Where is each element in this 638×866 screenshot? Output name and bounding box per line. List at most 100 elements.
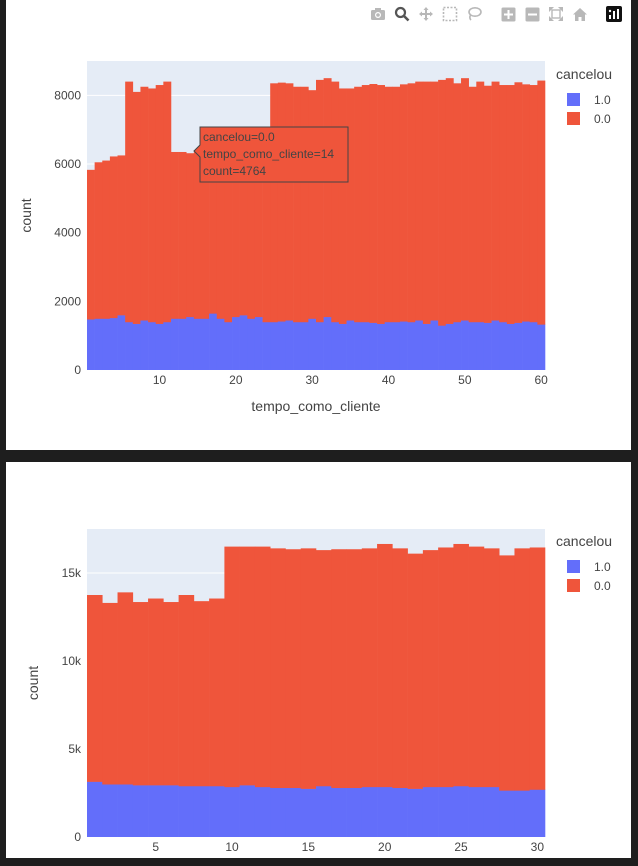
bar-cancelou-0[interactable] [102,161,110,319]
bar-cancelou-0[interactable] [110,156,118,318]
bar-cancelou-0[interactable] [347,549,363,788]
bar-cancelou-0[interactable] [499,85,507,322]
bar-cancelou-1[interactable] [240,785,256,837]
bar-cancelou-0[interactable] [362,85,370,322]
bar-cancelou-0[interactable] [385,87,393,322]
bar-cancelou-1[interactable] [537,324,545,370]
bar-cancelou-0[interactable] [285,549,301,788]
bar-cancelou-1[interactable] [209,786,225,837]
bar-cancelou-1[interactable] [362,322,370,370]
bar-cancelou-1[interactable] [331,788,347,837]
bar-cancelou-1[interactable] [507,324,515,370]
bar-cancelou-1[interactable] [232,317,240,370]
bar-cancelou-1[interactable] [110,318,118,370]
bar-cancelou-0[interactable] [377,544,393,787]
bar-cancelou-1[interactable] [278,321,286,370]
bar-cancelou-0[interactable] [224,547,240,788]
bar-cancelou-1[interactable] [255,317,263,370]
bar-cancelou-1[interactable] [522,321,530,370]
legend-swatch-0[interactable] [567,579,580,592]
bar-cancelou-0[interactable] [301,87,309,322]
bar-cancelou-1[interactable] [263,322,271,370]
bar-cancelou-1[interactable] [408,789,424,837]
bar-cancelou-0[interactable] [255,547,271,788]
bar-cancelou-1[interactable] [270,788,286,837]
bar-cancelou-1[interactable] [392,322,400,370]
bar-cancelou-1[interactable] [202,319,210,371]
bar-cancelou-0[interactable] [453,544,469,786]
bar-cancelou-1[interactable] [171,319,179,371]
bar-cancelou-0[interactable] [423,550,439,787]
bar-cancelou-1[interactable] [148,322,156,370]
bar-cancelou-1[interactable] [87,782,103,837]
bar-cancelou-1[interactable] [247,319,255,371]
bar-cancelou-1[interactable] [140,320,148,370]
bar-cancelou-1[interactable] [125,322,133,370]
bar-cancelou-0[interactable] [209,599,225,787]
bar-cancelou-1[interactable] [293,322,301,370]
bar-cancelou-0[interactable] [148,599,164,786]
bar-cancelou-1[interactable] [133,324,141,370]
bar-cancelou-1[interactable] [301,322,309,370]
bar-cancelou-1[interactable] [148,785,164,837]
bar-cancelou-0[interactable] [133,92,141,324]
bar-cancelou-0[interactable] [148,88,156,322]
bar-cancelou-0[interactable] [118,592,134,784]
bar-cancelou-0[interactable] [354,87,362,322]
bar-cancelou-1[interactable] [377,324,385,370]
bar-cancelou-0[interactable] [423,82,431,324]
bar-cancelou-0[interactable] [118,155,126,315]
legend-swatch-0[interactable] [567,112,580,125]
bar-cancelou-1[interactable] [87,319,95,370]
bar-cancelou-0[interactable] [156,85,164,324]
bar-cancelou-0[interactable] [522,84,530,321]
bar-cancelou-0[interactable] [484,548,500,787]
bar-cancelou-1[interactable] [285,788,301,837]
bar-cancelou-0[interactable] [347,88,355,320]
bar-cancelou-0[interactable] [415,82,423,321]
bar-cancelou-1[interactable] [301,789,317,837]
bar-cancelou-0[interactable] [102,603,118,785]
bar-cancelou-0[interactable] [140,87,148,321]
bar-cancelou-0[interactable] [293,87,301,322]
bar-cancelou-0[interactable] [431,82,439,321]
bar-cancelou-0[interactable] [316,550,332,786]
bar-cancelou-1[interactable] [423,787,439,837]
bar-cancelou-0[interactable] [331,549,347,788]
bar-cancelou-1[interactable] [369,323,377,370]
bar-cancelou-1[interactable] [163,785,179,837]
legend-swatch-1[interactable] [567,93,580,106]
bar-cancelou-1[interactable] [102,784,118,837]
legend-label-0[interactable]: 0.0 [594,112,611,126]
bar-cancelou-1[interactable] [133,785,149,837]
bar-cancelou-0[interactable] [369,84,377,323]
bar-cancelou-0[interactable] [453,83,461,322]
bar-cancelou-1[interactable] [499,322,507,370]
bar-cancelou-1[interactable] [347,320,355,370]
bar-cancelou-0[interactable] [362,548,378,787]
bar-cancelou-1[interactable] [102,319,110,371]
bar-cancelou-1[interactable] [484,787,500,837]
bar-cancelou-0[interactable] [163,602,179,785]
bar-cancelou-0[interactable] [408,554,424,789]
bar-cancelou-1[interactable] [186,317,194,370]
bar-cancelou-1[interactable] [438,787,454,837]
bar-cancelou-0[interactable] [301,548,317,789]
bar-cancelou-0[interactable] [285,83,293,320]
bar-cancelou-1[interactable] [438,325,446,370]
bar-cancelou-1[interactable] [324,317,332,370]
legend-swatch-1[interactable] [567,560,580,573]
bar-cancelou-1[interactable] [431,320,439,370]
bar-cancelou-1[interactable] [453,786,469,837]
bar-cancelou-0[interactable] [514,548,530,790]
bar-cancelou-1[interactable] [469,787,485,837]
bar-cancelou-1[interactable] [385,322,393,370]
bar-cancelou-0[interactable] [240,547,256,786]
bar-cancelou-1[interactable] [194,319,202,371]
bar-cancelou-0[interactable] [392,87,400,322]
bar-cancelou-0[interactable] [400,84,408,321]
bar-cancelou-0[interactable] [484,86,492,323]
bar-cancelou-0[interactable] [194,601,210,786]
bar-cancelou-0[interactable] [179,595,195,786]
bar-cancelou-0[interactable] [514,82,522,323]
